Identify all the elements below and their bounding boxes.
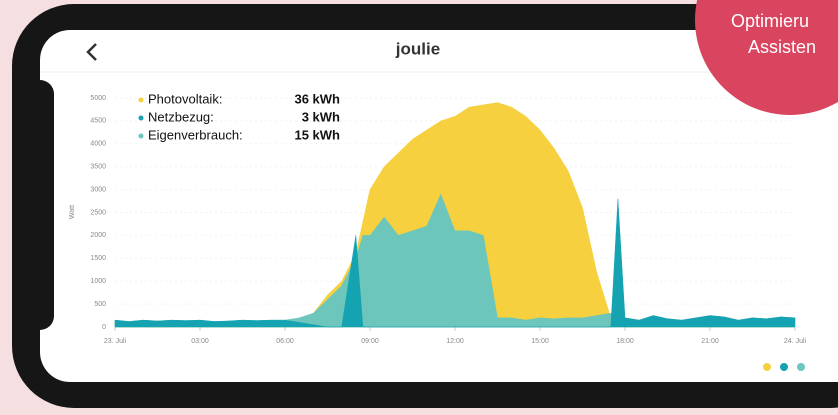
page: {"header": {"logo": "joulie"}, "badge": …	[0, 0, 838, 415]
notch	[26, 80, 54, 330]
legend-total: 36 kWh	[294, 91, 340, 106]
x-tick-label: 06:00	[276, 338, 294, 345]
x-tick-label: 03:00	[191, 338, 209, 345]
y-tick-label: 3000	[90, 186, 106, 193]
y-tick-label: 2000	[90, 232, 106, 239]
x-tick-label: 12:00	[446, 338, 464, 345]
legend-total: 15 kWh	[294, 127, 340, 142]
y-tick-label: 2500	[90, 209, 106, 216]
x-tick-label: 23. Juli	[104, 338, 127, 345]
x-tick-label: 09:00	[361, 338, 379, 345]
page-dot[interactable]	[780, 363, 788, 371]
legend-marker	[139, 98, 144, 103]
x-tick-label: 15:00	[531, 338, 549, 345]
legend-label: Eigenverbrauch:	[148, 127, 243, 142]
y-tick-label: 5000	[90, 95, 106, 102]
y-tick-label: 1500	[90, 255, 106, 262]
badge-text: Optimieru	[731, 11, 809, 31]
y-tick-label: 4000	[90, 141, 106, 148]
legend-total: 3 kWh	[302, 109, 340, 124]
x-tick-label: 18:00	[616, 338, 634, 345]
y-tick-label: 1000	[90, 278, 106, 285]
legend-marker	[139, 116, 144, 121]
legend-label: Photovoltaik:	[148, 91, 222, 106]
y-tick-label: 4500	[90, 118, 106, 125]
y-axis-label: Watt	[69, 205, 76, 219]
screenshot: joulie Watt 0 500 1000 1500 2000 2500 3000 3500…	[0, 0, 838, 415]
y-tick-label: 0	[102, 324, 106, 331]
y-tick-label: 3500	[90, 164, 106, 171]
logo: joulie	[395, 39, 440, 58]
x-tick-label: 24. Juli	[784, 338, 807, 345]
legend-marker	[139, 134, 144, 139]
legend-label: Netzbezug:	[148, 109, 214, 124]
page-dot[interactable]	[797, 363, 805, 371]
y-tick-label: 500	[94, 301, 106, 308]
x-tick-label: 21:00	[701, 338, 719, 345]
page-dot[interactable]	[763, 363, 771, 371]
badge-text: Assisten	[748, 37, 816, 57]
